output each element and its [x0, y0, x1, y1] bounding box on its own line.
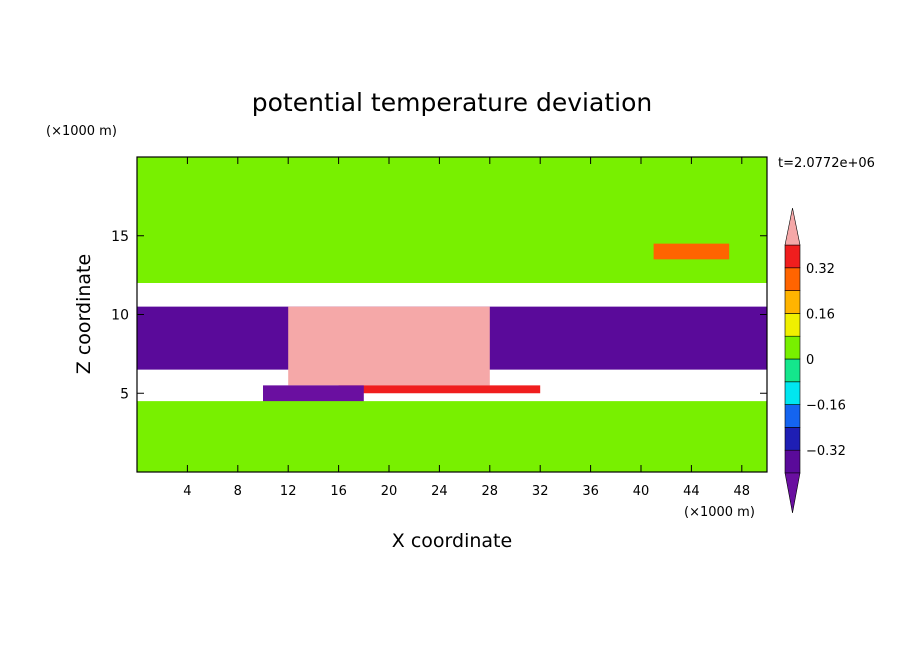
chart-title: potential temperature deviation [252, 88, 652, 117]
x-axis-label: X coordinate [392, 530, 512, 552]
region-upper-layer [137, 157, 767, 283]
colorbar-swatch [784, 313, 801, 337]
x-tick-label: 28 [482, 484, 499, 499]
x-axis: 4 8 12 16 20 24 28 32 36 40 44 48 [183, 157, 750, 499]
colorbar-swatch [784, 449, 801, 474]
y-tick-label: 10 [111, 308, 129, 324]
x-tick-label: 40 [633, 484, 650, 499]
x-tick-label: 36 [582, 484, 599, 499]
region-warm-base [338, 385, 541, 394]
x-tick-label: 24 [431, 484, 448, 499]
x-unit-label: (×1000 m) [684, 505, 755, 520]
x-tick-label: 20 [381, 484, 398, 499]
contour-field [137, 157, 767, 472]
colorbar-swatch [784, 427, 801, 451]
colorbar-swatch [784, 244, 801, 269]
x-tick-label: 32 [532, 484, 549, 499]
colorbar-label: 0.16 [806, 307, 835, 322]
colorbar-label: 0.32 [806, 262, 835, 277]
time-label: t=2.0772e+06 [778, 156, 875, 171]
colorbar-low-arrow [784, 472, 801, 514]
colorbar-label: 0 [806, 353, 814, 368]
colorbar-swatch [784, 335, 801, 360]
y-axis-label: Z coordinate [73, 254, 95, 374]
colorbar: 0.32 0.16 0 −0.16 −0.32 [784, 207, 846, 514]
y-axis: 5 10 15 [111, 229, 767, 402]
y-tick-label: 5 [120, 386, 129, 402]
y-unit-label: (×1000 m) [46, 124, 117, 139]
x-tick-label: 48 [734, 484, 751, 499]
colorbar-swatch [784, 290, 801, 314]
colorbar-label: −0.16 [806, 399, 846, 414]
colorbar-swatch [784, 381, 801, 405]
colorbar-swatch [784, 404, 801, 428]
x-tick-label: 4 [183, 484, 191, 499]
x-tick-label: 12 [280, 484, 297, 499]
x-tick-label: 16 [330, 484, 347, 499]
colorbar-swatch [784, 358, 801, 383]
colorbar-high-arrow [784, 207, 801, 246]
colorbar-swatch [784, 267, 801, 291]
colorbar-label: −0.32 [806, 444, 846, 459]
region-anomaly-core [288, 306, 490, 386]
x-tick-label: 44 [683, 484, 700, 499]
region-lower-layer [137, 401, 767, 472]
x-tick-label: 8 [234, 484, 242, 499]
region-warm-patch [653, 243, 730, 260]
y-tick-label: 15 [111, 229, 129, 245]
